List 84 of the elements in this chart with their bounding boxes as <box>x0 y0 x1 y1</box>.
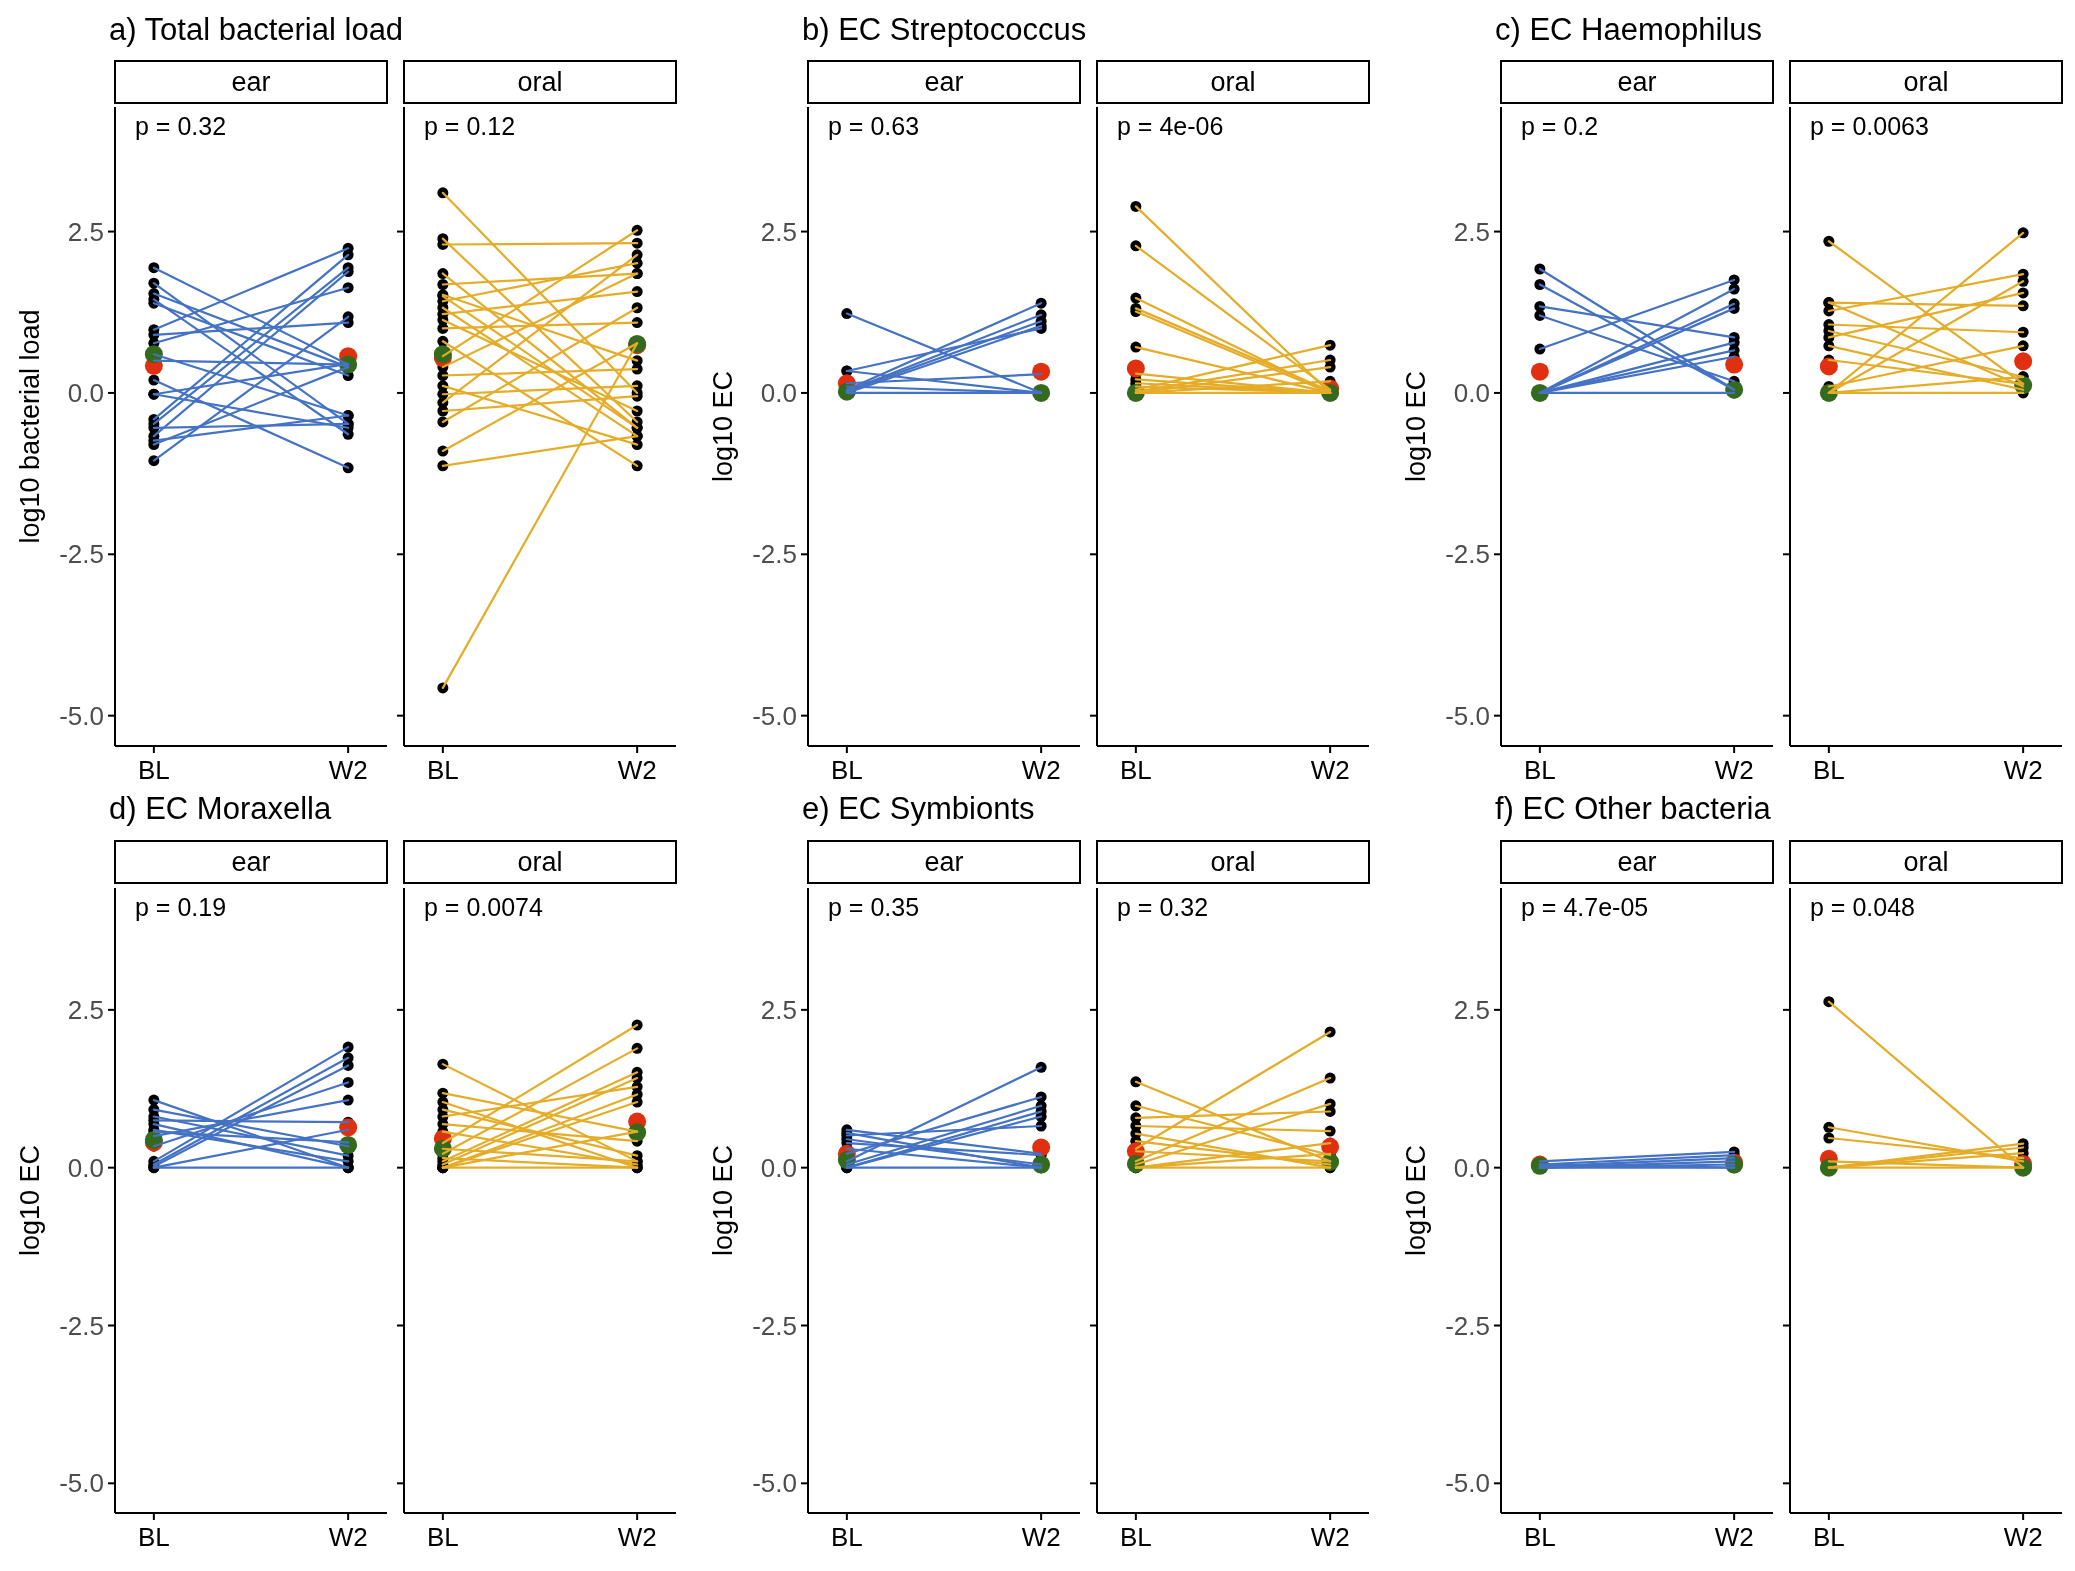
annotation: p = 0.35 <box>828 893 920 921</box>
chart-title: d) EC Moraxella <box>109 791 332 826</box>
annotation: p = 0.0074 <box>424 893 543 921</box>
annotation: p = 0.63 <box>828 112 920 140</box>
chart-subtitle: oral <box>1210 67 1256 97</box>
y-axis-title: log10 EC <box>1401 370 1431 483</box>
y-axis-title: log10 EC <box>1401 1144 1431 1257</box>
chart-subtitle: oral <box>517 847 563 877</box>
chart-subtitle: ear <box>924 67 964 97</box>
x-tick-label: W2 <box>328 755 368 785</box>
y-axis-title: log10 EC <box>15 1144 45 1257</box>
chart-subtitle: oral <box>1903 67 1949 97</box>
y-tick-label: -5.0 <box>59 700 104 731</box>
x-tick-label: BL <box>1523 1522 1556 1552</box>
annotation: p = 0.32 <box>135 112 227 140</box>
y-axis-title: log10 EC <box>708 370 738 483</box>
y-tick-label: 2.5 <box>1453 994 1490 1025</box>
y-tick-label: -2.5 <box>1445 539 1490 570</box>
y-tick-label: 2.5 <box>1453 216 1490 247</box>
annotation: p = 0.12 <box>424 112 516 140</box>
y-tick-label: 2.5 <box>67 994 104 1025</box>
chart-subtitle: ear <box>924 847 964 877</box>
y-tick-label: 2.5 <box>760 994 797 1025</box>
y-tick-label: 2.5 <box>67 216 104 247</box>
chart-title: a) Total bacterial load <box>109 12 404 47</box>
y-tick-label: 0.0 <box>1453 377 1490 408</box>
y-tick-label: 0.0 <box>760 1152 797 1183</box>
x-tick-label: W2 <box>2003 1522 2043 1552</box>
y-tick-label: -2.5 <box>59 539 104 570</box>
y-axis-title: log10 EC <box>708 1144 738 1257</box>
chart-subtitle: ear <box>231 847 271 877</box>
annotation: p = 0.2 <box>1521 112 1599 140</box>
y-tick-label: -2.5 <box>59 1310 104 1341</box>
y-tick-label: -5.0 <box>752 1468 797 1499</box>
x-tick-label: W2 <box>617 1522 657 1552</box>
x-tick-label: BL <box>137 1522 170 1552</box>
y-axis-title: log10 bacterial load <box>15 309 45 544</box>
annotation: p = 0.32 <box>1117 893 1209 921</box>
x-tick-label: BL <box>1523 755 1556 785</box>
x-tick-label: W2 <box>1714 1522 1754 1552</box>
chart-subtitle: ear <box>1617 847 1657 877</box>
x-tick-label: BL <box>426 1522 459 1552</box>
x-tick-label: BL <box>830 755 863 785</box>
x-tick-label: W2 <box>1021 1522 1061 1552</box>
annotation: p = 0.19 <box>135 893 227 921</box>
y-tick-label: -2.5 <box>1445 1310 1490 1341</box>
chart-subtitle: ear <box>1617 67 1657 97</box>
annotation: p = 4e-06 <box>1117 112 1224 140</box>
x-tick-label: W2 <box>1714 755 1754 785</box>
x-tick-label: W2 <box>617 755 657 785</box>
x-tick-label: W2 <box>1310 755 1350 785</box>
chart-subtitle: ear <box>231 67 271 97</box>
chart-subtitle: oral <box>517 67 563 97</box>
x-tick-label: BL <box>137 755 170 785</box>
y-tick-label: 2.5 <box>760 216 797 247</box>
x-tick-label: BL <box>830 1522 863 1552</box>
chart-title: c) EC Haemophilus <box>1495 12 1763 47</box>
chart-subtitle: oral <box>1903 847 1949 877</box>
x-tick-label: W2 <box>1310 1522 1350 1552</box>
chart-title: f) EC Other bacteria <box>1495 791 1772 826</box>
x-tick-label: W2 <box>1021 755 1061 785</box>
y-tick-label: -2.5 <box>752 1310 797 1341</box>
x-tick-label: W2 <box>2003 755 2043 785</box>
y-tick-label: -5.0 <box>1445 1468 1490 1499</box>
y-tick-label: 0.0 <box>760 377 797 408</box>
y-tick-label: 0.0 <box>67 1152 104 1183</box>
x-tick-label: BL <box>426 755 459 785</box>
x-tick-label: BL <box>1119 1522 1152 1552</box>
x-tick-label: W2 <box>328 1522 368 1552</box>
annotation: p = 0.0063 <box>1810 112 1929 140</box>
y-tick-label: 0.0 <box>1453 1152 1490 1183</box>
y-tick-label: 0.0 <box>67 377 104 408</box>
annotation: p = 0.048 <box>1810 893 1915 921</box>
chart-title: e) EC Symbionts <box>802 791 1035 826</box>
y-tick-label: -5.0 <box>1445 700 1490 731</box>
y-tick-label: -2.5 <box>752 539 797 570</box>
y-tick-label: -5.0 <box>59 1468 104 1499</box>
chart-title: b) EC Streptococcus <box>802 12 1087 47</box>
x-tick-label: BL <box>1812 755 1845 785</box>
annotation: p = 4.7e-05 <box>1521 893 1649 921</box>
y-tick-label: -5.0 <box>752 700 797 731</box>
x-tick-label: BL <box>1812 1522 1845 1552</box>
chart-subtitle: oral <box>1210 847 1256 877</box>
x-tick-label: BL <box>1119 755 1152 785</box>
